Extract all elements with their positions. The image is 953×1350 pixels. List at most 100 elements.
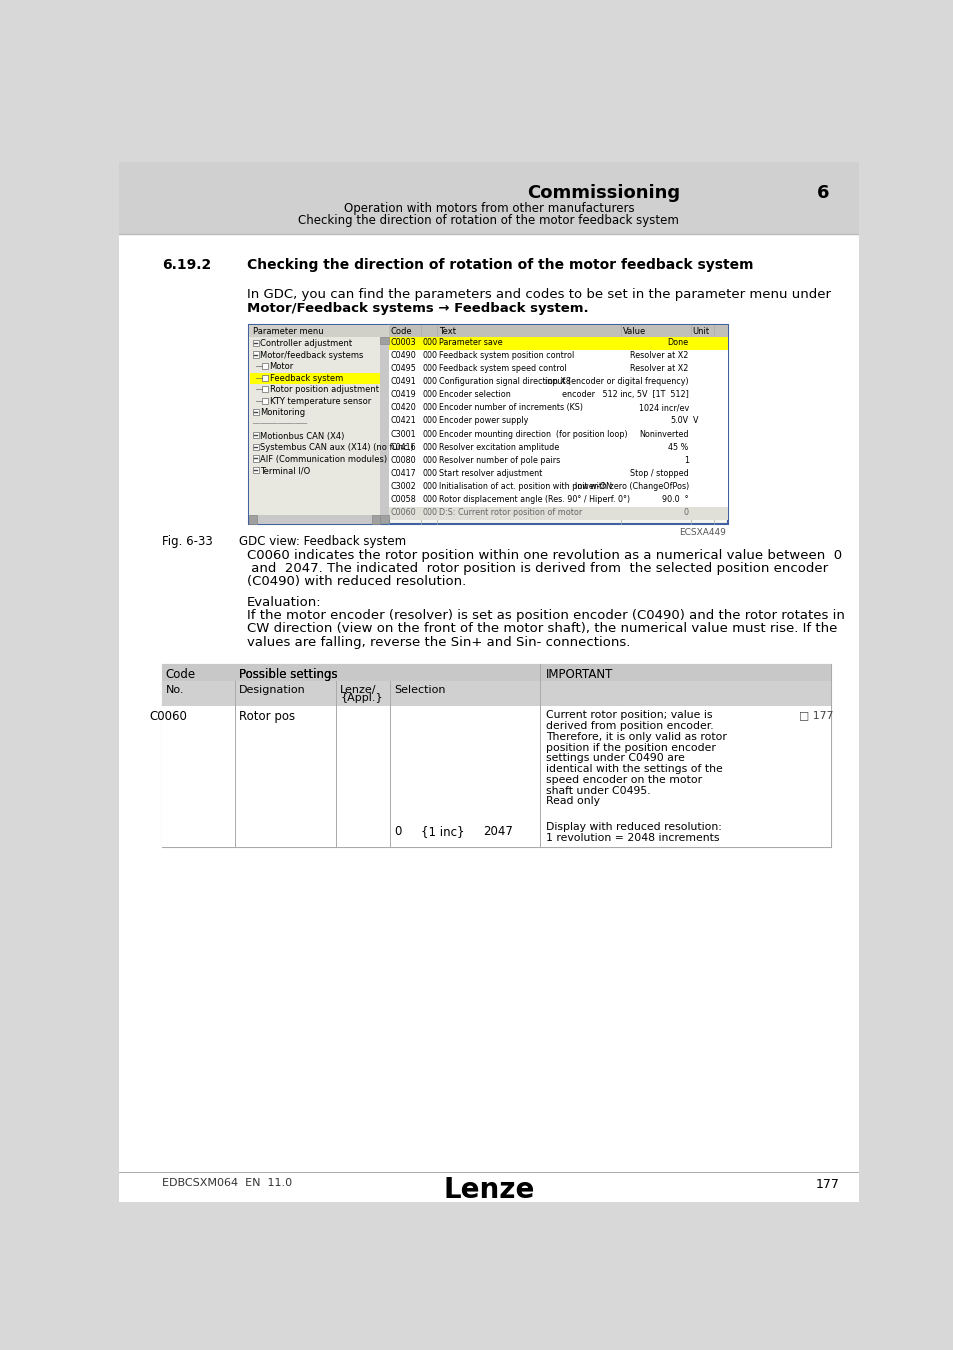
- Text: 000: 000: [422, 338, 436, 347]
- Text: Noninverted: Noninverted: [639, 429, 688, 439]
- Text: Possible settings: Possible settings: [239, 668, 337, 680]
- Text: 000: 000: [422, 495, 436, 504]
- Bar: [162, 817, 831, 846]
- Bar: [119, 162, 858, 234]
- Text: Start resolver adjustment: Start resolver adjustment: [438, 468, 541, 478]
- Text: settings under C0490 are: settings under C0490 are: [546, 753, 684, 763]
- Bar: [389, 494, 728, 508]
- Text: Motionbus CAN (X4): Motionbus CAN (X4): [260, 432, 344, 440]
- Text: CW direction (view on the front of the motor shaft), the numerical value must ri: CW direction (view on the front of the m…: [247, 622, 837, 636]
- Bar: [389, 363, 728, 377]
- Text: identical with the settings of the: identical with the settings of the: [546, 764, 722, 774]
- Text: Terminal I/O: Terminal I/O: [260, 466, 311, 475]
- Text: values are falling, reverse the Sin+ and Sin- connections.: values are falling, reverse the Sin+ and…: [247, 636, 630, 648]
- Text: 000: 000: [422, 456, 436, 464]
- Text: Parameter menu: Parameter menu: [253, 327, 323, 336]
- Bar: [389, 350, 728, 363]
- Text: Possible settings: Possible settings: [239, 668, 337, 680]
- Text: AIF (Communication modules): AIF (Communication modules): [260, 455, 387, 463]
- Text: Value: Value: [622, 327, 645, 336]
- Text: 000: 000: [422, 482, 436, 491]
- Text: 177: 177: [815, 1179, 839, 1192]
- Text: Done: Done: [667, 338, 688, 347]
- Text: 1 revolution = 2048 increments: 1 revolution = 2048 increments: [546, 833, 719, 842]
- Text: Motor/feedback systems: Motor/feedback systems: [260, 351, 363, 359]
- Text: Commissioning: Commissioning: [527, 184, 679, 201]
- Text: C0003: C0003: [390, 338, 416, 347]
- Text: C0490: C0490: [390, 351, 416, 360]
- Bar: [372, 516, 379, 524]
- Text: Selection: Selection: [394, 684, 445, 695]
- Text: Rotor displacement angle (Res. 90° / Hiperf. 0°): Rotor displacement angle (Res. 90° / Hip…: [438, 495, 629, 504]
- Text: 1024 incr/ev: 1024 incr/ev: [638, 404, 688, 412]
- Text: C0060: C0060: [390, 508, 416, 517]
- Bar: [235, 664, 539, 680]
- Text: Therefore, it is only valid as rotor: Therefore, it is only valid as rotor: [546, 732, 726, 741]
- Bar: [389, 428, 728, 441]
- Text: Resolver excitation amplitude: Resolver excitation amplitude: [438, 443, 558, 452]
- Text: KTY temperature sensor: KTY temperature sensor: [270, 397, 371, 406]
- Text: C0060 indicates the rotor position within one revolution as a numerical value be: C0060 indicates the rotor position withi…: [247, 548, 841, 562]
- Bar: [253, 444, 258, 450]
- Bar: [389, 377, 728, 389]
- Text: and  2047. The indicated  rotor position is derived from  the selected position : and 2047. The indicated rotor position i…: [247, 562, 827, 575]
- Bar: [261, 374, 268, 381]
- Text: D:S: Current rotor position of motor: D:S: Current rotor position of motor: [438, 508, 581, 517]
- Text: Resolver number of pole pairs: Resolver number of pole pairs: [438, 456, 559, 464]
- Text: Designation: Designation: [239, 684, 306, 695]
- Text: 000: 000: [422, 429, 436, 439]
- Text: 000: 000: [422, 364, 436, 373]
- Text: shaft under C0495.: shaft under C0495.: [546, 786, 650, 795]
- Text: 000: 000: [422, 443, 436, 452]
- Text: Read only: Read only: [546, 796, 599, 806]
- Text: C0080: C0080: [390, 456, 416, 464]
- Text: Initialisation of act. position with power-ON: Initialisation of act. position with pow…: [438, 482, 611, 491]
- Bar: [380, 516, 389, 524]
- Text: 000: 000: [422, 390, 436, 400]
- Text: Text: Text: [438, 327, 456, 336]
- Text: position if the position encoder: position if the position encoder: [546, 743, 716, 752]
- Text: C0420: C0420: [390, 404, 416, 412]
- Text: Feedback system speed control: Feedback system speed control: [438, 364, 566, 373]
- Bar: [253, 467, 258, 472]
- Text: ─────────────: ─────────────: [253, 421, 308, 427]
- Bar: [389, 467, 728, 481]
- Bar: [162, 664, 831, 680]
- Bar: [249, 516, 257, 524]
- Text: Evaluation:: Evaluation:: [247, 595, 321, 609]
- Text: IMPORTANT: IMPORTANT: [546, 668, 613, 680]
- Bar: [253, 351, 258, 358]
- Text: Encoder selection: Encoder selection: [438, 390, 510, 400]
- Bar: [250, 373, 379, 383]
- Text: □ 177: □ 177: [798, 710, 832, 721]
- Text: 000: 000: [422, 377, 436, 386]
- Text: Unit: Unit: [692, 327, 709, 336]
- Text: C0416: C0416: [390, 443, 416, 452]
- Text: 6.19.2: 6.19.2: [162, 258, 211, 273]
- Bar: [389, 336, 728, 350]
- Bar: [162, 706, 831, 817]
- Text: C3002: C3002: [390, 482, 416, 491]
- Text: Init with zero (ChangeOfPos): Init with zero (ChangeOfPos): [574, 482, 688, 491]
- Bar: [389, 389, 728, 402]
- Text: No.: No.: [166, 684, 184, 695]
- Text: Operation with motors from other manufacturers: Operation with motors from other manufac…: [343, 202, 634, 215]
- Bar: [253, 432, 258, 439]
- Text: Encoder power supply: Encoder power supply: [438, 417, 527, 425]
- Bar: [253, 455, 258, 462]
- Text: Systembus CAN aux (X14) (no func.): Systembus CAN aux (X14) (no func.): [260, 443, 414, 452]
- Text: derived from position encoder.: derived from position encoder.: [546, 721, 713, 730]
- Text: Controller adjustment: Controller adjustment: [260, 339, 352, 348]
- Text: {Appl.}: {Appl.}: [340, 694, 382, 703]
- Bar: [261, 398, 268, 404]
- Text: 2047: 2047: [483, 825, 513, 838]
- Text: Resolver at X2: Resolver at X2: [630, 364, 688, 373]
- Bar: [261, 363, 268, 369]
- Bar: [249, 325, 389, 524]
- Text: 0: 0: [394, 825, 401, 838]
- Text: (C0490) with reduced resolution.: (C0490) with reduced resolution.: [247, 575, 466, 587]
- Bar: [249, 325, 728, 524]
- Text: Rotor pos: Rotor pos: [239, 710, 295, 724]
- Text: 000: 000: [422, 351, 436, 360]
- Text: 000: 000: [422, 468, 436, 478]
